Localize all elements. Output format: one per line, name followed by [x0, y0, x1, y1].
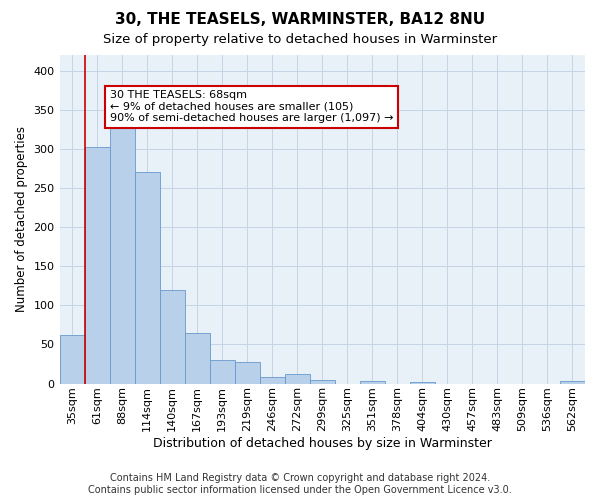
Bar [110, 126, 134, 384]
Bar [85, 146, 110, 384]
Bar [360, 381, 385, 384]
X-axis label: Distribution of detached houses by size in Warminster: Distribution of detached houses by size … [153, 437, 492, 450]
Bar [260, 378, 285, 384]
Bar [59, 335, 85, 384]
Bar [209, 360, 235, 384]
Text: Size of property relative to detached houses in Warminster: Size of property relative to detached ho… [103, 32, 497, 46]
Bar [185, 332, 209, 384]
Text: 30, THE TEASELS, WARMINSTER, BA12 8NU: 30, THE TEASELS, WARMINSTER, BA12 8NU [115, 12, 485, 28]
Bar [560, 381, 585, 384]
Text: 30 THE TEASELS: 68sqm
← 9% of detached houses are smaller (105)
90% of semi-deta: 30 THE TEASELS: 68sqm ← 9% of detached h… [110, 90, 393, 124]
Bar [160, 290, 185, 384]
Bar [285, 374, 310, 384]
Y-axis label: Number of detached properties: Number of detached properties [15, 126, 28, 312]
Bar [310, 380, 335, 384]
Bar [235, 362, 260, 384]
Bar [410, 382, 435, 384]
Bar [134, 172, 160, 384]
Text: Contains HM Land Registry data © Crown copyright and database right 2024.
Contai: Contains HM Land Registry data © Crown c… [88, 474, 512, 495]
